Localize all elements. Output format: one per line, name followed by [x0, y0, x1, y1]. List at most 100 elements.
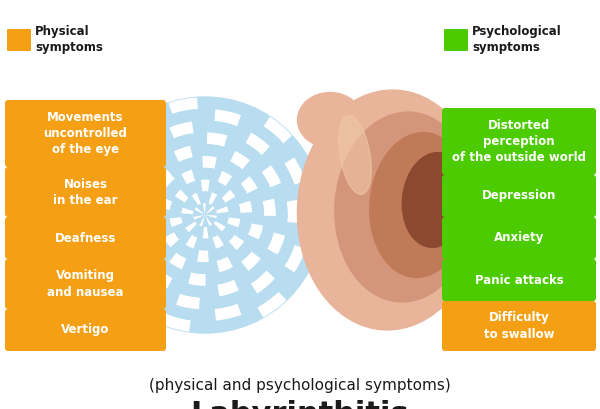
- Wedge shape: [212, 182, 224, 195]
- Ellipse shape: [402, 153, 468, 247]
- Wedge shape: [110, 207, 124, 230]
- Wedge shape: [276, 238, 296, 263]
- Wedge shape: [124, 112, 152, 138]
- Text: Depression: Depression: [482, 189, 556, 202]
- Wedge shape: [262, 199, 276, 216]
- Wedge shape: [205, 206, 215, 215]
- Wedge shape: [245, 133, 270, 155]
- Wedge shape: [205, 215, 217, 218]
- FancyBboxPatch shape: [442, 175, 596, 217]
- Wedge shape: [238, 220, 252, 233]
- Wedge shape: [219, 98, 249, 117]
- Wedge shape: [177, 158, 193, 173]
- Wedge shape: [136, 183, 152, 202]
- Text: Noises
in the ear: Noises in the ear: [53, 178, 118, 207]
- Text: Psychological
symptoms: Psychological symptoms: [472, 25, 562, 54]
- Wedge shape: [214, 109, 241, 126]
- Wedge shape: [218, 171, 232, 186]
- Wedge shape: [241, 252, 261, 271]
- Wedge shape: [95, 148, 118, 178]
- Ellipse shape: [298, 92, 362, 148]
- Wedge shape: [152, 236, 169, 254]
- Wedge shape: [181, 208, 194, 214]
- Wedge shape: [224, 161, 241, 178]
- Wedge shape: [207, 133, 227, 147]
- Wedge shape: [205, 215, 207, 227]
- Wedge shape: [129, 243, 148, 265]
- Wedge shape: [203, 203, 206, 215]
- Wedge shape: [197, 250, 209, 262]
- Wedge shape: [170, 217, 183, 227]
- Text: Physical
symptoms: Physical symptoms: [35, 25, 103, 54]
- Ellipse shape: [370, 133, 470, 277]
- Wedge shape: [208, 192, 217, 205]
- Wedge shape: [299, 202, 311, 228]
- FancyBboxPatch shape: [444, 29, 468, 51]
- Wedge shape: [250, 199, 264, 214]
- Wedge shape: [287, 200, 299, 223]
- Wedge shape: [188, 272, 206, 286]
- Wedge shape: [241, 176, 257, 193]
- Wedge shape: [169, 109, 195, 126]
- Wedge shape: [92, 245, 114, 276]
- Wedge shape: [186, 181, 197, 195]
- Wedge shape: [229, 235, 244, 250]
- Ellipse shape: [338, 115, 371, 194]
- Wedge shape: [216, 206, 229, 213]
- Wedge shape: [231, 183, 246, 198]
- Wedge shape: [215, 303, 241, 321]
- Wedge shape: [227, 218, 240, 227]
- Text: Vomiting
and nausea: Vomiting and nausea: [47, 270, 124, 299]
- Wedge shape: [169, 97, 198, 114]
- Wedge shape: [202, 191, 207, 203]
- FancyBboxPatch shape: [5, 100, 166, 167]
- Wedge shape: [115, 167, 134, 191]
- Wedge shape: [205, 204, 211, 215]
- Wedge shape: [274, 199, 287, 219]
- Wedge shape: [151, 268, 173, 288]
- Text: (physical and psychological symptoms): (physical and psychological symptoms): [149, 378, 451, 393]
- Wedge shape: [251, 171, 269, 190]
- Wedge shape: [149, 159, 169, 179]
- Text: Anxiety: Anxiety: [494, 231, 544, 245]
- Wedge shape: [134, 214, 148, 231]
- Wedge shape: [182, 283, 203, 298]
- Text: Deafness: Deafness: [55, 231, 116, 245]
- Wedge shape: [258, 228, 274, 247]
- FancyBboxPatch shape: [442, 259, 596, 301]
- Circle shape: [87, 97, 323, 333]
- Wedge shape: [196, 215, 205, 224]
- Wedge shape: [185, 199, 197, 209]
- Wedge shape: [169, 121, 194, 139]
- Wedge shape: [169, 252, 187, 269]
- Wedge shape: [292, 252, 316, 282]
- Wedge shape: [166, 180, 181, 195]
- Wedge shape: [209, 225, 218, 237]
- Wedge shape: [201, 168, 213, 180]
- Wedge shape: [221, 190, 235, 203]
- Wedge shape: [238, 142, 260, 162]
- Wedge shape: [194, 207, 205, 215]
- Wedge shape: [247, 261, 268, 282]
- Wedge shape: [205, 210, 217, 215]
- Wedge shape: [118, 287, 146, 313]
- FancyBboxPatch shape: [5, 217, 166, 259]
- Ellipse shape: [335, 112, 475, 302]
- Wedge shape: [216, 216, 229, 222]
- Wedge shape: [182, 216, 194, 224]
- Wedge shape: [193, 215, 205, 220]
- Wedge shape: [205, 215, 212, 226]
- Wedge shape: [87, 197, 100, 226]
- FancyBboxPatch shape: [5, 167, 166, 217]
- Wedge shape: [205, 144, 221, 157]
- Wedge shape: [254, 124, 281, 149]
- Wedge shape: [146, 216, 160, 231]
- Wedge shape: [254, 281, 281, 306]
- Wedge shape: [217, 256, 233, 272]
- Wedge shape: [235, 243, 253, 260]
- Wedge shape: [217, 268, 236, 284]
- Wedge shape: [205, 215, 215, 223]
- Wedge shape: [239, 201, 252, 213]
- Wedge shape: [161, 314, 191, 332]
- Wedge shape: [200, 238, 209, 250]
